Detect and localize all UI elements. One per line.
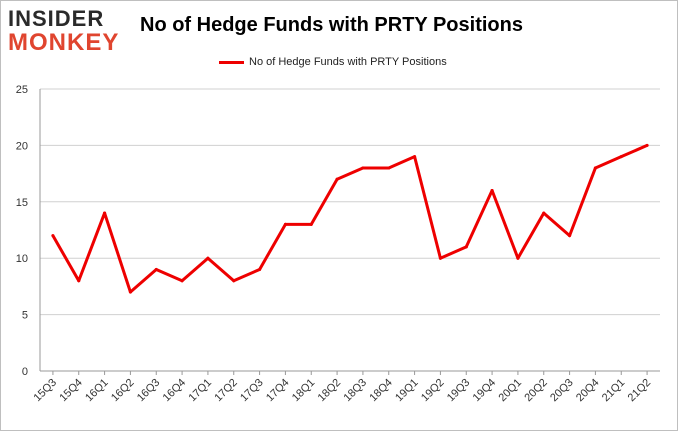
x-tick-label: 20Q2 [522,377,550,405]
series-segment [516,211,546,260]
x-tick-label: 21Q1 [600,377,628,405]
legend-swatch [219,60,244,64]
series-segment [387,155,417,170]
x-tick-label: 21Q2 [626,377,654,405]
x-tick-label: 17Q3 [238,377,266,405]
data-point-17Q2 [232,279,236,283]
chart-legend: No of Hedge Funds with PRTY Positions [219,54,447,70]
x-tick-label: 15Q3 [32,377,60,405]
data-point-17Q1 [206,256,210,260]
series-segment [51,234,81,283]
y-tick-label: 20 [16,140,28,152]
data-point-19Q3 [464,245,468,249]
series-segment [103,211,132,294]
data-point-16Q2 [128,290,132,294]
series-segment [258,222,287,271]
data-point-19Q2 [438,256,442,260]
y-tick-label: 15 [16,197,28,209]
x-tick-label: 17Q1 [187,377,215,405]
x-tick-label: 20Q4 [574,377,602,405]
logo-line-1: INSIDER [8,6,105,31]
y-tick-label: 0 [22,366,28,378]
y-axis-ticks: 0 5 10 15 20 25 [16,84,28,378]
series-segment [464,189,494,249]
x-tick-label: 18Q3 [342,377,370,405]
data-point-21Q1 [619,155,623,159]
series-segment [413,155,442,260]
x-tick-label: 19Q3 [445,377,473,405]
series-segment [206,256,236,283]
axes [39,89,660,372]
x-tick-label: 18Q4 [367,377,395,405]
x-tick-label: 20Q3 [548,377,576,405]
x-axis-ticks: 15Q315Q416Q116Q216Q316Q417Q117Q217Q317Q4… [32,371,654,405]
x-tick-label: 16Q3 [135,377,163,405]
x-tick-label: 19Q2 [419,377,447,405]
data-point-19Q1 [413,155,417,159]
x-tick-label: 19Q1 [393,377,421,405]
series-segment [180,256,210,283]
data-point-20Q1 [516,256,520,260]
series-segment [568,166,597,238]
data-point-18Q1 [309,222,313,226]
x-tick-label: 17Q2 [212,377,240,405]
y-tick-label: 5 [22,310,28,322]
data-point-19Q4 [490,189,494,193]
chart-title: No of Hedge Funds with PRTY Positions [140,14,523,36]
x-tick-label: 16Q4 [161,377,189,405]
data-point-17Q4 [283,222,287,226]
data-point-16Q3 [154,267,158,271]
data-point-16Q1 [103,211,107,215]
x-tick-label: 16Q2 [109,377,137,405]
data-point-16Q4 [180,279,184,283]
data-point-20Q3 [568,234,572,238]
x-tick-label: 20Q1 [497,377,525,405]
data-point-18Q4 [387,166,391,170]
data-point-15Q3 [51,234,55,238]
series-segment [77,211,107,283]
x-tick-label: 17Q4 [264,377,292,405]
data-point-20Q4 [593,166,597,170]
insider-monkey-logo: INSIDER MONKEY [8,6,128,56]
series-segment [490,189,520,260]
series-segment [438,245,468,260]
logo-line-2: MONKEY [8,29,120,56]
x-tick-label: 15Q4 [57,377,85,405]
series-layer [51,143,649,294]
data-point-15Q4 [77,279,81,283]
data-point-18Q3 [361,166,365,170]
gridlines [40,88,660,316]
legend-label: No of Hedge Funds with PRTY Positions [249,56,447,68]
x-tick-label: 18Q2 [316,377,344,405]
series-segment [335,166,365,181]
data-point-18Q2 [335,177,339,181]
x-tick-label: 16Q1 [83,377,111,405]
series-segment [542,211,572,238]
series-segment [593,155,623,170]
data-point-17Q3 [258,267,262,271]
series-segment [232,267,262,283]
data-point-21Q2 [645,143,649,147]
series-segment [128,267,158,294]
data-point-20Q2 [542,211,546,215]
series-segment [154,267,184,283]
x-tick-label: 19Q4 [471,377,499,405]
series-segment [309,177,339,226]
y-tick-label: 25 [16,84,28,96]
x-tick-label: 18Q1 [290,377,318,405]
y-tick-label: 10 [16,253,28,265]
series-segment [619,143,649,159]
